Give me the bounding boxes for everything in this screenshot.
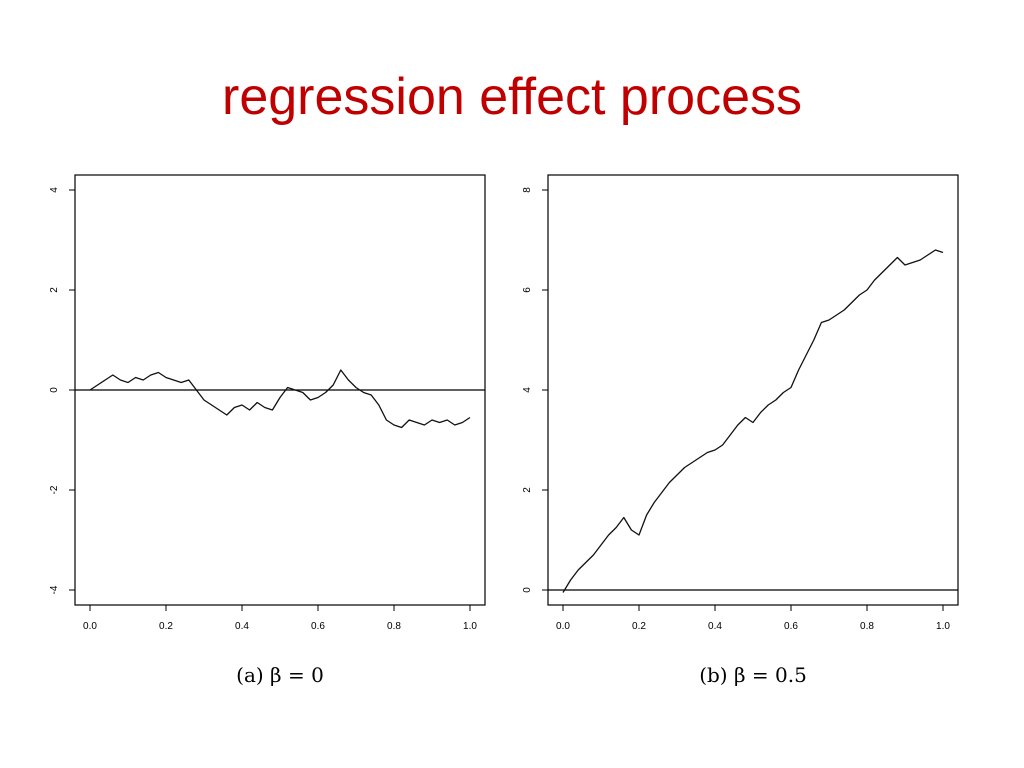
chart-caption: (b) β = 0.5	[699, 663, 807, 687]
y-tick-label: 0	[49, 387, 60, 393]
chart-panel-a: 0.0 0.2 0.4 0.6 0.8 1.0 -4 -2 0 2 4 (a) β = 0	[49, 174, 486, 687]
x-tick-label: 0.8	[387, 621, 401, 632]
y-tick-label: 6	[522, 287, 533, 293]
y-tick-label: 4	[49, 187, 60, 193]
y-tick-label: 8	[522, 187, 533, 193]
series-line	[89, 369, 471, 429]
x-tick-label: 0.2	[632, 621, 646, 632]
x-tick-label: 0.0	[83, 621, 97, 632]
chart-caption: (a) β = 0	[236, 663, 324, 687]
series-line	[562, 249, 944, 593]
x-tick-label: 0.8	[860, 621, 874, 632]
x-tick-label: 0.4	[708, 621, 722, 632]
y-tick-label: -4	[49, 585, 60, 594]
x-tick-label: 0.4	[235, 621, 249, 632]
x-tick-label: 0.6	[311, 621, 325, 632]
y-tick-label: 4	[522, 387, 533, 393]
y-tick-label: -2	[49, 485, 60, 494]
x-tick-label: 0.6	[784, 621, 798, 632]
x-tick-label: 1.0	[463, 621, 477, 632]
chart-panel-b: 0.0 0.2 0.4 0.6 0.8 1.0 0 2 4 6 8 (b) β = 0.5	[522, 174, 959, 687]
plot-frame	[547, 174, 959, 606]
x-tick-label: 0.2	[159, 621, 173, 632]
y-tick-label: 2	[522, 487, 533, 493]
slide-title: regression effect process	[222, 68, 802, 126]
x-tick-label: 1.0	[936, 621, 950, 632]
x-tick-label: 0.0	[556, 621, 570, 632]
y-tick-label: 2	[49, 287, 60, 293]
y-tick-label: 0	[522, 587, 533, 593]
